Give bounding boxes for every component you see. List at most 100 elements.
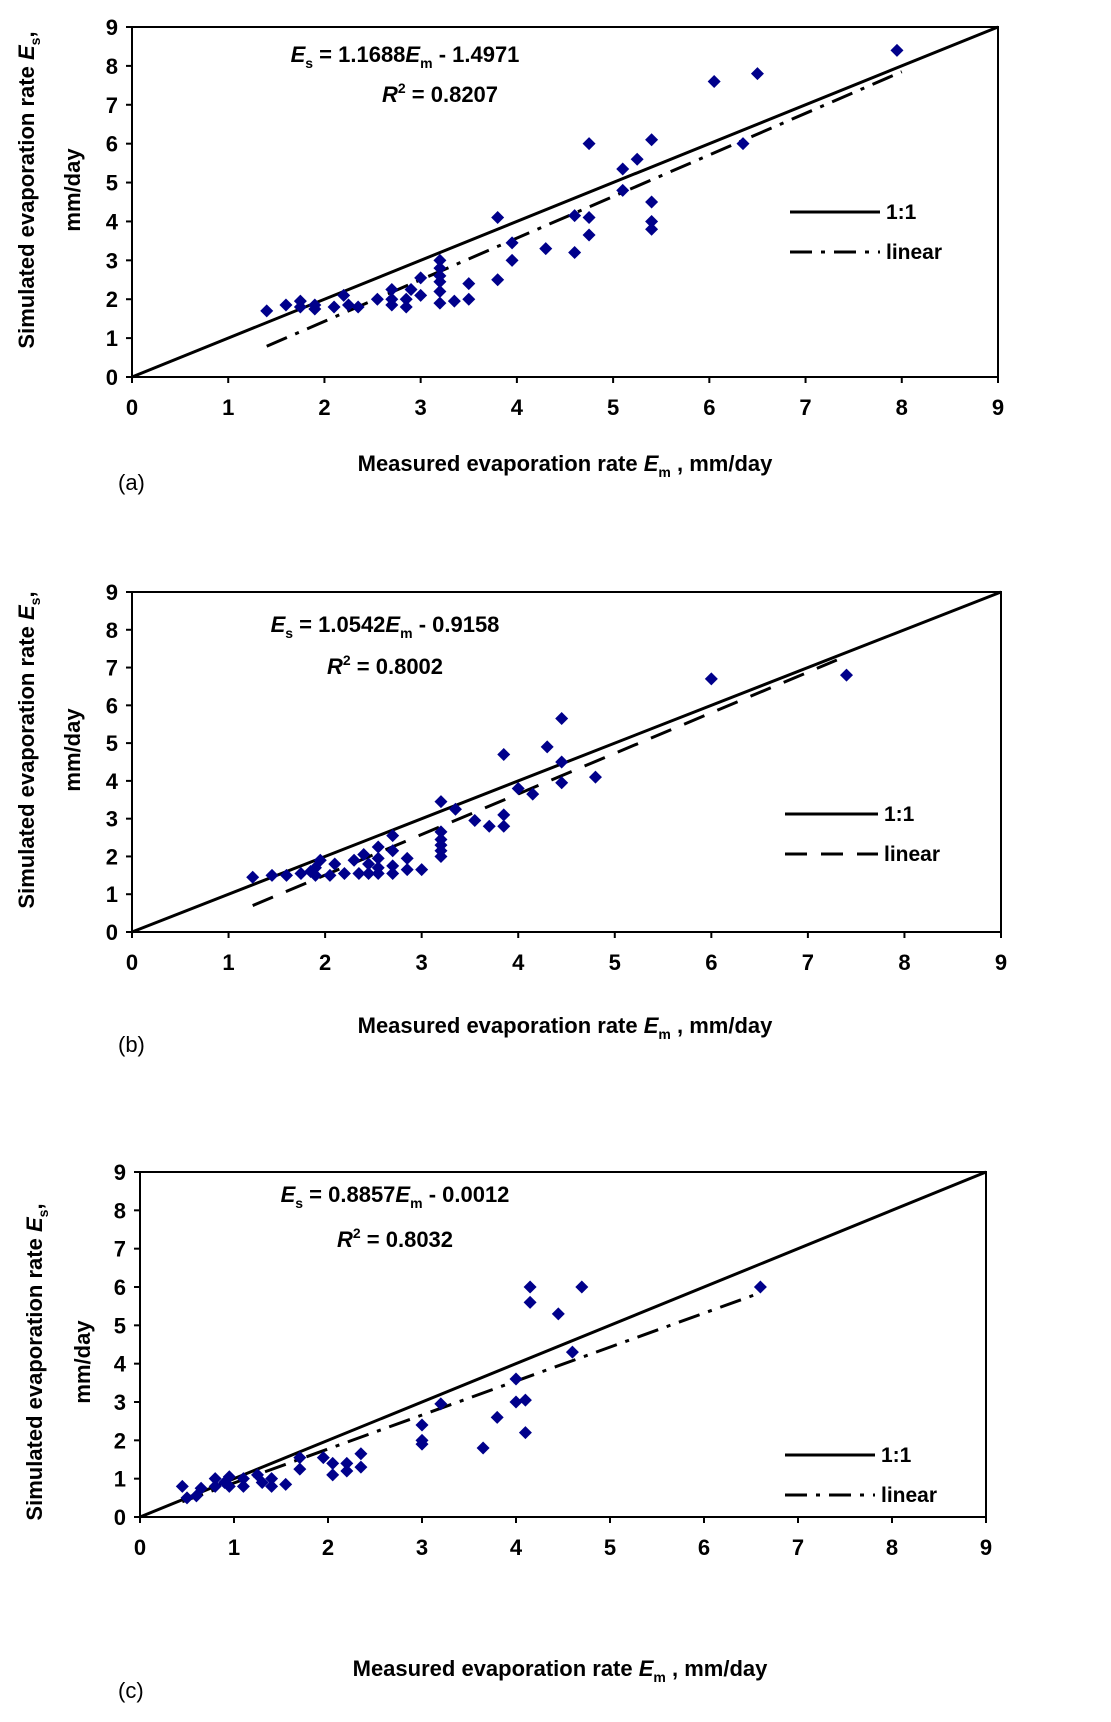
linear-fit-line [181,1291,761,1504]
x-tick-label: 5 [607,395,619,420]
plot-frame [131,591,1002,933]
data-point [555,776,569,790]
x-tick-label: 3 [416,950,428,975]
data-point [540,740,554,754]
data-point [840,668,854,682]
y-tick-label: 3 [106,807,118,832]
x-tick-label: 8 [898,950,910,975]
y-tick-label: 3 [106,248,118,273]
data-point [265,1472,279,1486]
data-point [337,288,351,302]
data-point [526,787,540,801]
y-tick-label: 2 [106,287,118,312]
x-tick-label: 0 [134,1535,146,1560]
legend-label-linear: linear [884,843,940,866]
data-point [354,1447,368,1461]
data-point [342,298,355,312]
data-point [505,236,519,250]
data-point [616,162,630,176]
data-point [326,1468,340,1482]
data-point [462,292,476,306]
data-point [279,1477,293,1491]
data-point [357,848,371,862]
data-point [362,866,376,880]
legend-label-1to1: 1:1 [886,201,917,224]
x-tick-label: 6 [705,950,717,975]
x-tick-label: 1 [228,1535,240,1560]
legend-label-linear: linear [886,241,942,264]
one-to-one-line [139,1170,987,1519]
data-point [433,253,447,267]
x-tick-label: 4 [512,950,525,975]
x-axis-label: Measured evaporation rate Em , mm/day [358,451,774,480]
data-point [255,1476,269,1489]
data-point [505,253,519,267]
data-point [404,283,418,296]
data-point [399,300,413,314]
plot-area: 0 1 2 3 4 5 6 7 8 9 0 1 2 3 4 5 6 7 8 9 [114,1160,992,1560]
y-tick-label: 3 [114,1390,126,1415]
linear-fit-line [266,70,903,348]
y-tick-label: 0 [114,1505,126,1530]
data-point [523,1280,537,1294]
x-tick-label: 1 [222,395,234,420]
y-tick-label: 7 [106,656,118,681]
data-point [497,819,511,833]
data-point [316,1451,330,1465]
y-tick-label: 8 [114,1198,126,1223]
data-point [753,1280,767,1294]
x-tick-label: 2 [322,1535,334,1560]
data-point [265,868,279,882]
data-point [616,183,630,197]
data-point [327,300,341,314]
x-tick-label: 3 [415,395,427,420]
y-tick-label: 6 [106,132,118,157]
data-point [497,747,511,761]
plot-area: 0 1 2 3 4 5 6 7 8 9 0 1 2 3 4 5 6 7 8 9 [106,580,1007,975]
data-point [509,1395,523,1409]
data-point [313,853,327,867]
data-point [386,829,400,843]
y-axis-label: Simulated evaporation rate Es, [14,591,43,908]
plot-frame [131,26,999,378]
scatter-chart-c: Simulated evaporation rate Es, mm/day 0 1… [22,1160,992,1703]
data-point [371,840,385,854]
data-point [433,261,447,275]
x-tick-label: 2 [319,950,331,975]
data-point [539,242,553,256]
y-tick-label: 6 [114,1275,126,1300]
data-point [476,1441,490,1455]
data-point [385,292,399,306]
data-point [326,1456,340,1470]
x-tick-label: 1 [222,950,234,975]
legend-label-linear: linear [881,1484,937,1507]
x-tick-label: 7 [802,950,814,975]
data-point [265,1479,279,1493]
x-tick-label: 3 [416,1535,428,1560]
x-tick-label: 5 [609,950,621,975]
data-point [222,1470,236,1484]
data-point [568,246,582,260]
data-point [414,271,428,285]
equation-label: Es = 1.0542Em - 0.9158 [271,612,500,641]
data-point [434,1397,448,1411]
y-tick-label: 8 [106,54,118,79]
data-point [414,288,428,302]
data-point [462,277,476,291]
data-point [434,849,448,863]
y-tick-label: 4 [114,1352,127,1377]
x-tick-label: 7 [799,395,811,420]
y-tick-label: 5 [106,731,118,756]
data-point [555,712,569,726]
y-tick-label: 2 [106,844,118,869]
y-tick-label: 1 [106,326,118,351]
x-tick-label: 4 [511,395,524,420]
x-axis-label: Measured evaporation rate Em , mm/day [353,1656,769,1685]
data-point [415,1418,429,1432]
legend-label-1to1: 1:1 [884,803,915,826]
data-point [354,1460,368,1474]
data-point [246,870,260,884]
data-point [347,853,361,867]
data-point [645,214,659,228]
data-point [415,1437,429,1451]
